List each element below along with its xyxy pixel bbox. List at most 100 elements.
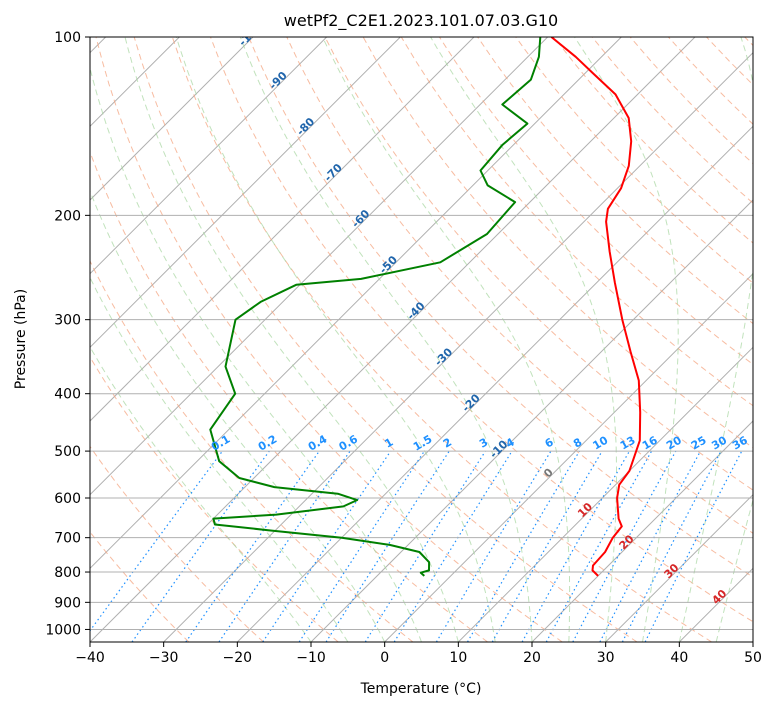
x-tick-label: 0: [380, 650, 389, 666]
moist-adiabat-line: [175, 37, 496, 642]
dry-adiabat-line: [553, 37, 753, 244]
dry-adiabat-line: [591, 37, 753, 204]
dry-adiabat-line: [90, 445, 264, 642]
dry-adiabat-line: [438, 37, 753, 366]
isotherm-line: [90, 37, 328, 275]
isotherm-line: [90, 37, 254, 201]
x-tick-label: −10: [296, 650, 326, 666]
dry-adiabat-line: [668, 37, 753, 125]
mixing-ratio-line: [262, 450, 392, 642]
isotherm-line: [90, 37, 549, 496]
mixing-ratio-line: [466, 450, 580, 642]
mixing-ratio-line: [364, 450, 486, 642]
dewpoint-profile-line: [209, 37, 542, 577]
isotherm-label: 20: [617, 532, 637, 552]
dry-adiabat-line: [90, 150, 488, 642]
plot-area: 0.1 0.2 0.4 0.6 1 1.5 2 3 4 6 8 10 13 16 20 25 30 36-100-…: [90, 37, 753, 642]
mixing-ratio-line: [599, 450, 702, 642]
dry-adiabat-line: [95, 37, 563, 642]
mixing-ratio-line: [435, 450, 552, 642]
mixing-ratio-label: 1: [382, 436, 395, 451]
isotherm-label: -80: [294, 115, 317, 138]
mixing-ratio-line: [572, 450, 677, 642]
mixing-ratio-line: [325, 450, 450, 642]
isotherm-line: [90, 37, 696, 642]
isotherm-label: -60: [349, 207, 372, 230]
dry-adiabat-line: [90, 259, 414, 642]
mixing-ratio-line: [185, 450, 320, 642]
dry-adiabat-line: [515, 37, 753, 284]
mixing-ratio-label: 0.2: [256, 433, 279, 454]
x-axis: −40 −30 −20 −10 0 10 20 30 40 50: [75, 642, 762, 666]
isotherm-line: [752, 641, 753, 642]
moist-adiabat-line: [124, 37, 459, 642]
x-tick-label: 30: [597, 650, 615, 666]
isotherm-line: [163, 51, 753, 642]
isotherm-label: -50: [377, 253, 400, 276]
x-axis-title: Temperature (°C): [360, 681, 482, 697]
mixing-ratio-line: [90, 450, 223, 632]
mixing-ratio-label: 0.4: [306, 432, 330, 453]
moist-adiabat-line: [574, 37, 679, 642]
y-tick-label: 1000: [45, 622, 81, 638]
moist-adiabat-line: [322, 37, 571, 642]
plot-frame: [89, 36, 754, 643]
dry-adiabat-line: [248, 37, 753, 578]
isotherm-line: [90, 37, 475, 422]
dry-adiabat-line: [286, 37, 753, 534]
x-tick-label: 50: [744, 650, 762, 666]
isotherm-label: -30: [432, 345, 455, 368]
isotherm-label: 40: [709, 587, 729, 607]
y-axis-title: Pressure (hPa): [13, 289, 29, 389]
mixing-ratio-label: 20: [664, 433, 684, 452]
moist-adiabat-line: [90, 276, 349, 642]
dry-adiabat-line: [706, 37, 753, 86]
y-tick-label: 700: [54, 531, 81, 547]
mixing-ratio-label: 8: [571, 436, 584, 451]
dry-adiabat-line: [324, 37, 753, 491]
moist-adiabat-line: [430, 37, 617, 642]
moist-adiabat-line: [715, 498, 753, 642]
mixing-ratio-label: 16: [640, 433, 660, 452]
x-tick-label: 40: [670, 650, 688, 666]
x-tick-label: −40: [75, 650, 105, 666]
mixing-ratio-label: 0.6: [337, 432, 361, 453]
x-tick-label: −30: [149, 650, 179, 666]
y-tick-label: 800: [54, 565, 81, 581]
dry-adiabat-line: [90, 356, 339, 642]
mixing-ratio-label: 13: [618, 434, 638, 453]
mixing-ratio-label: 36: [730, 433, 750, 452]
isotherm-label: -90: [267, 69, 290, 92]
mixing-ratio-label: 6: [543, 435, 556, 450]
isotherm-line: [90, 37, 401, 349]
x-tick-label: −20: [223, 650, 253, 666]
y-axis: 100 200 300 400 500 600 700 800 900 1000: [45, 30, 90, 638]
mixing-ratio-label: 10: [590, 433, 610, 452]
chart-title: wetPf2_C2E1.2023.101.07.03.G10: [284, 11, 558, 31]
y-tick-label: 600: [54, 491, 81, 507]
temperature-profile-line: [550, 37, 642, 577]
isotherm-line: [605, 493, 753, 642]
y-tick-label: 400: [54, 387, 81, 403]
mixing-ratio-label: 30: [709, 433, 729, 452]
dry-adiabat-line: [744, 37, 753, 47]
isotherm-line: [384, 272, 753, 642]
isotherm-line: [236, 125, 753, 642]
isotherm-line: [678, 567, 753, 642]
x-tick-label: 20: [523, 650, 541, 666]
moist-adiabat-line: [90, 65, 422, 642]
moist-adiabat-line: [678, 37, 753, 642]
moist-adiabat-line: [90, 345, 312, 642]
isotherm-label: 10: [575, 500, 595, 520]
isotherm-line: [531, 420, 753, 642]
dry-adiabat-line: [171, 37, 712, 642]
mixing-ratio-line: [393, 450, 513, 642]
y-tick-label: 100: [54, 30, 81, 46]
y-tick-label: 500: [54, 444, 81, 460]
isotherm-line: [90, 37, 622, 570]
moist-adiabat-line: [239, 37, 533, 642]
x-tick-label: 10: [449, 650, 467, 666]
mixing-ratio-line: [298, 450, 425, 642]
y-tick-label: 900: [54, 595, 81, 611]
